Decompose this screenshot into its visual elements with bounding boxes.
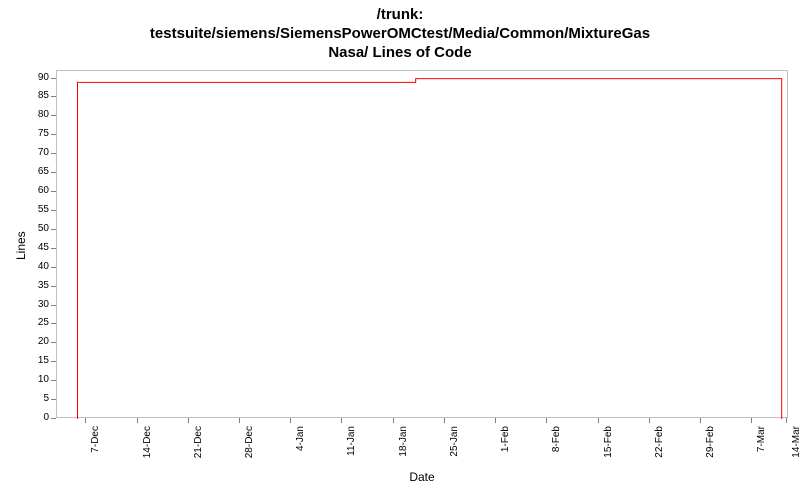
x-tick-mark (649, 418, 650, 423)
x-tick-mark (444, 418, 445, 423)
x-tick-mark (137, 418, 138, 423)
y-tick-mark (51, 191, 56, 192)
y-tick-mark (51, 380, 56, 381)
y-tick-label: 25 (21, 317, 49, 328)
y-tick-label: 35 (21, 280, 49, 291)
title-line-3: Nasa/ Lines of Code (328, 44, 471, 61)
y-tick-mark (51, 399, 56, 400)
x-tick-mark (700, 418, 701, 423)
y-tick-mark (51, 134, 56, 135)
title-line-1: /trunk: (377, 6, 424, 23)
y-tick-label: 0 (21, 412, 49, 423)
y-tick-mark (51, 153, 56, 154)
x-tick-mark (341, 418, 342, 423)
x-tick-label: 14-Dec (142, 426, 153, 486)
plot-area (56, 70, 788, 418)
y-tick-label: 10 (21, 374, 49, 385)
y-tick-mark (51, 323, 56, 324)
y-tick-label: 90 (21, 72, 49, 83)
y-tick-mark (51, 229, 56, 230)
x-tick-mark (239, 418, 240, 423)
x-tick-label: 28-Dec (244, 426, 255, 486)
x-tick-label: 11-Jan (346, 426, 357, 486)
y-tick-label: 75 (21, 128, 49, 139)
y-tick-mark (51, 305, 56, 306)
data-series (57, 71, 789, 419)
x-tick-label: 8-Feb (551, 426, 562, 486)
title-line-2: testsuite/siemens/SiemensPowerOMCtest/Me… (150, 25, 650, 42)
y-tick-label: 15 (21, 355, 49, 366)
y-tick-mark (51, 115, 56, 116)
x-tick-mark (751, 418, 752, 423)
x-tick-label: 1-Feb (500, 426, 511, 486)
x-tick-label: 18-Jan (398, 426, 409, 486)
y-tick-mark (51, 361, 56, 362)
y-tick-mark (51, 172, 56, 173)
y-tick-label: 55 (21, 204, 49, 215)
y-tick-label: 85 (21, 90, 49, 101)
y-tick-label: 5 (21, 393, 49, 404)
y-tick-label: 50 (21, 223, 49, 234)
y-tick-mark (51, 210, 56, 211)
y-tick-mark (51, 267, 56, 268)
loc-chart: /trunk: testsuite/siemens/SiemensPowerOM… (0, 0, 800, 500)
y-tick-mark (51, 342, 56, 343)
x-tick-label: 15-Feb (603, 426, 614, 486)
y-tick-label: 20 (21, 336, 49, 347)
loc-series-line (78, 79, 782, 419)
y-tick-mark (51, 96, 56, 97)
x-tick-mark (85, 418, 86, 423)
x-tick-mark (393, 418, 394, 423)
x-tick-mark (598, 418, 599, 423)
x-tick-label: 4-Jan (295, 426, 306, 486)
x-tick-label: 25-Jan (449, 426, 460, 486)
x-tick-mark (495, 418, 496, 423)
y-tick-label: 80 (21, 109, 49, 120)
x-tick-mark (786, 418, 787, 423)
x-tick-label: 21-Dec (193, 426, 204, 486)
y-tick-label: 60 (21, 185, 49, 196)
y-tick-label: 45 (21, 242, 49, 253)
y-tick-mark (51, 248, 56, 249)
chart-title: /trunk: testsuite/siemens/SiemensPowerOM… (0, 6, 800, 62)
x-tick-label: 7-Mar (756, 426, 767, 486)
x-tick-mark (188, 418, 189, 423)
y-tick-label: 70 (21, 147, 49, 158)
x-tick-label: 14-Mar (791, 426, 800, 486)
y-tick-mark (51, 286, 56, 287)
y-tick-mark (51, 78, 56, 79)
x-tick-label: 22-Feb (654, 426, 665, 486)
y-tick-label: 65 (21, 166, 49, 177)
y-tick-label: 30 (21, 299, 49, 310)
x-tick-mark (290, 418, 291, 423)
x-tick-label: 7-Dec (90, 426, 101, 486)
y-tick-mark (51, 418, 56, 419)
x-tick-mark (546, 418, 547, 423)
x-tick-label: 29-Feb (705, 426, 716, 486)
y-tick-label: 40 (21, 261, 49, 272)
